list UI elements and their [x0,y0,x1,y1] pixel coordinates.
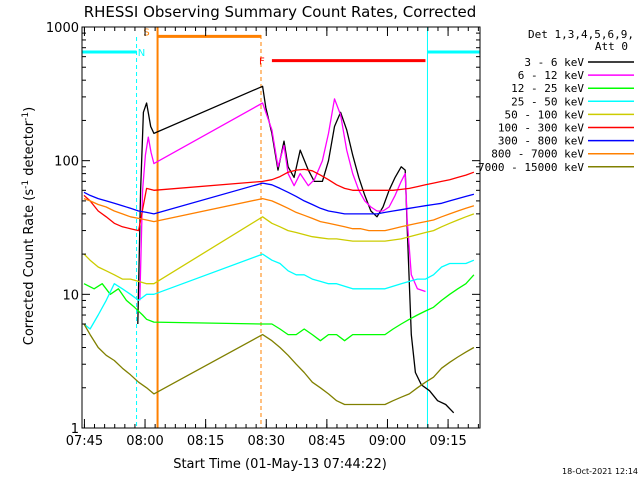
legend-label: 6 - 12 keV [518,69,585,82]
y-axis-label-sup2: -1 [21,112,31,121]
x-tick-label: 07:45 [66,434,103,449]
x-axis-label: Start Time (01-May-13 07:44:22) [173,457,387,472]
y-tick-label: 100 [54,155,79,170]
legend-header-attenuator: Att 0 [595,40,628,53]
series-layer [83,85,475,414]
series-line-3 [83,274,475,342]
y-axis-label-main: Corrected Count Rate (s [22,189,37,346]
x-tick-label: 09:00 [369,434,406,449]
night-label: N [138,48,145,59]
legend-label: 800 - 7000 keV [491,148,584,161]
x-tick-label: 09:15 [429,434,466,449]
series-line-2 [139,98,426,301]
x-tick-label: 08:30 [248,434,285,449]
y-axis-label: Corrected Count Rate (s-1 detector-1) [21,107,37,345]
x-tick-label: 08:00 [126,434,163,449]
chart-title: RHESSI Observing Summary Count Rates, Co… [84,3,477,21]
series-line-9 [83,323,475,406]
plot-frame [81,26,481,429]
legend-label: 25 - 50 keV [511,95,584,108]
legend-label: 300 - 800 keV [498,135,584,148]
y-axis-label-end: ) [22,107,37,112]
legend-label: 50 - 100 keV [505,108,585,121]
legend-label: 100 - 300 keV [498,122,584,135]
legend-label: 12 - 25 keV [511,82,584,95]
series-line-6 [83,168,475,232]
series-line-5 [83,213,475,285]
legend-label: 7000 - 15000 keV [478,161,584,174]
axes-layer: 1 10 100 1000 07:45 08:00 08:15 08:30 08:45 09:00… [46,21,481,449]
y-tick-label: 10 [62,288,79,303]
legend-header-detectors: Det 1,3,4,5,6,9, [528,28,634,41]
y-axis-label-sup1: -1 [21,180,31,189]
series-line-7 [83,182,475,215]
series-line-8 [83,197,475,232]
series-line-4 [83,253,475,330]
series-line-1 [137,85,455,414]
flare-label: F [259,57,265,68]
y-tick-label: 1000 [46,21,79,36]
y-axis-label-mid: detector [22,120,37,180]
x-tick-label: 08:45 [308,434,345,449]
y-tick-label: 1 [71,422,79,437]
x-tick-label: 08:15 [187,434,224,449]
legend-label: 3 - 6 keV [524,56,584,69]
saa-label: S [143,27,149,38]
footer-timestamp: 18-Oct-2021 12:14 [562,467,638,476]
